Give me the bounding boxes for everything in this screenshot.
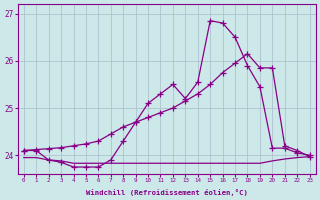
X-axis label: Windchill (Refroidissement éolien,°C): Windchill (Refroidissement éolien,°C) (86, 189, 248, 196)
